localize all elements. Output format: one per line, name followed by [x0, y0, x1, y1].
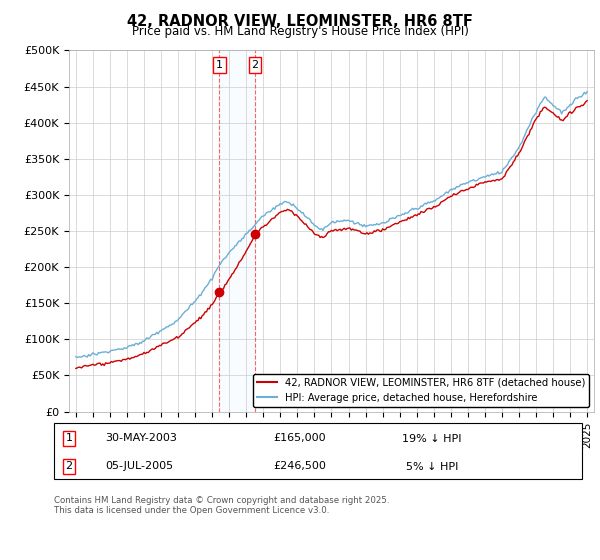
- Text: Contains HM Land Registry data © Crown copyright and database right 2025.
This d: Contains HM Land Registry data © Crown c…: [54, 496, 389, 515]
- Text: Price paid vs. HM Land Registry's House Price Index (HPI): Price paid vs. HM Land Registry's House …: [131, 25, 469, 38]
- Text: 42, RADNOR VIEW, LEOMINSTER, HR6 8TF: 42, RADNOR VIEW, LEOMINSTER, HR6 8TF: [127, 14, 473, 29]
- Text: 2: 2: [251, 60, 259, 70]
- Text: 1: 1: [65, 433, 73, 444]
- Legend: 42, RADNOR VIEW, LEOMINSTER, HR6 8TF (detached house), HPI: Average price, detac: 42, RADNOR VIEW, LEOMINSTER, HR6 8TF (de…: [253, 374, 589, 407]
- Text: 5% ↓ HPI: 5% ↓ HPI: [406, 461, 458, 472]
- Bar: [220, 50, 255, 412]
- Text: £246,500: £246,500: [274, 461, 326, 472]
- Text: 1: 1: [216, 60, 223, 70]
- Text: 2: 2: [65, 461, 73, 472]
- Text: 19% ↓ HPI: 19% ↓ HPI: [402, 433, 462, 444]
- Text: 30-MAY-2003: 30-MAY-2003: [105, 433, 177, 444]
- Text: 05-JUL-2005: 05-JUL-2005: [105, 461, 173, 472]
- Text: £165,000: £165,000: [274, 433, 326, 444]
